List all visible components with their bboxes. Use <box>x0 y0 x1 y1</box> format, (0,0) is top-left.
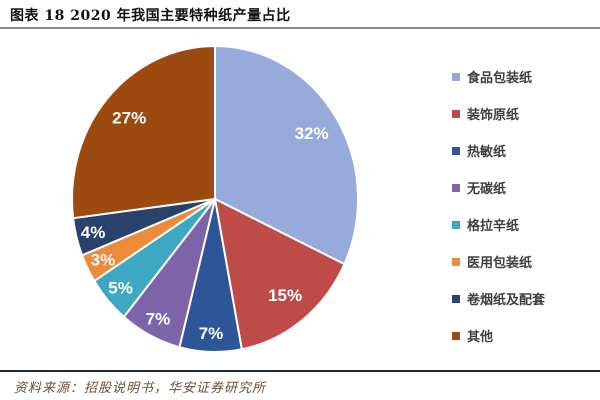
chart-title: 图表 18 2020 年我国主要特种纸产量占比 <box>10 8 291 24</box>
legend-label: 食品包装纸 <box>467 70 533 85</box>
legend-label: 医用包装纸 <box>467 255 533 270</box>
legend-label: 装饰原纸 <box>467 107 520 122</box>
legend-swatch-icon <box>452 72 460 81</box>
legend-item-3: 热敏纸 <box>452 132 545 169</box>
pie-slice-2 <box>214 198 346 351</box>
legend-swatch-icon <box>452 220 460 229</box>
legend-label: 格拉辛纸 <box>467 218 520 233</box>
pie-slice-label: 32% <box>295 124 329 143</box>
legend-swatch-icon <box>452 109 460 118</box>
legend-swatch-icon <box>452 331 460 340</box>
legend-item-2: 装饰原纸 <box>452 95 545 132</box>
legend-label: 其他 <box>467 329 494 344</box>
legend-item-1: 食品包装纸 <box>452 58 545 95</box>
legend-label: 无碳纸 <box>467 181 507 196</box>
legend-item-4: 无碳纸 <box>452 169 545 206</box>
pie-slice-label: 15% <box>268 286 302 305</box>
legend-label: 热敏纸 <box>467 144 507 159</box>
legend-swatch-icon <box>452 257 460 266</box>
pie-slice-label: 4% <box>81 223 106 242</box>
pie-slice-label: 5% <box>108 279 133 298</box>
legend-item-8: 其他 <box>452 317 545 354</box>
legend-item-7: 卷烟纸及配套 <box>452 280 545 317</box>
pie-slice-label: 3% <box>91 251 116 270</box>
legend-swatch-icon <box>452 146 460 155</box>
source-note: 资料来源：招股说明书，华安证券研究所 <box>14 381 267 396</box>
pie-slice-label: 7% <box>199 324 224 343</box>
chart-legend: 食品包装纸装饰原纸热敏纸无碳纸格拉辛纸医用包装纸卷烟纸及配套 其他 <box>452 58 545 354</box>
legend-swatch-icon <box>452 183 460 192</box>
pie-slice-1 <box>214 45 359 266</box>
title-divider <box>0 27 600 29</box>
legend-item-6: 医用包装纸 <box>452 243 545 280</box>
pie-slice-8 <box>71 45 216 220</box>
legend-swatch-icon <box>452 294 460 303</box>
legend-label: 卷烟纸及配套 <box>467 292 546 307</box>
pie-slice-label: 27% <box>112 109 146 128</box>
footer-divider <box>0 370 600 372</box>
legend-item-5: 格拉辛纸 <box>452 206 545 243</box>
pie-slice-label: 7% <box>146 310 171 329</box>
